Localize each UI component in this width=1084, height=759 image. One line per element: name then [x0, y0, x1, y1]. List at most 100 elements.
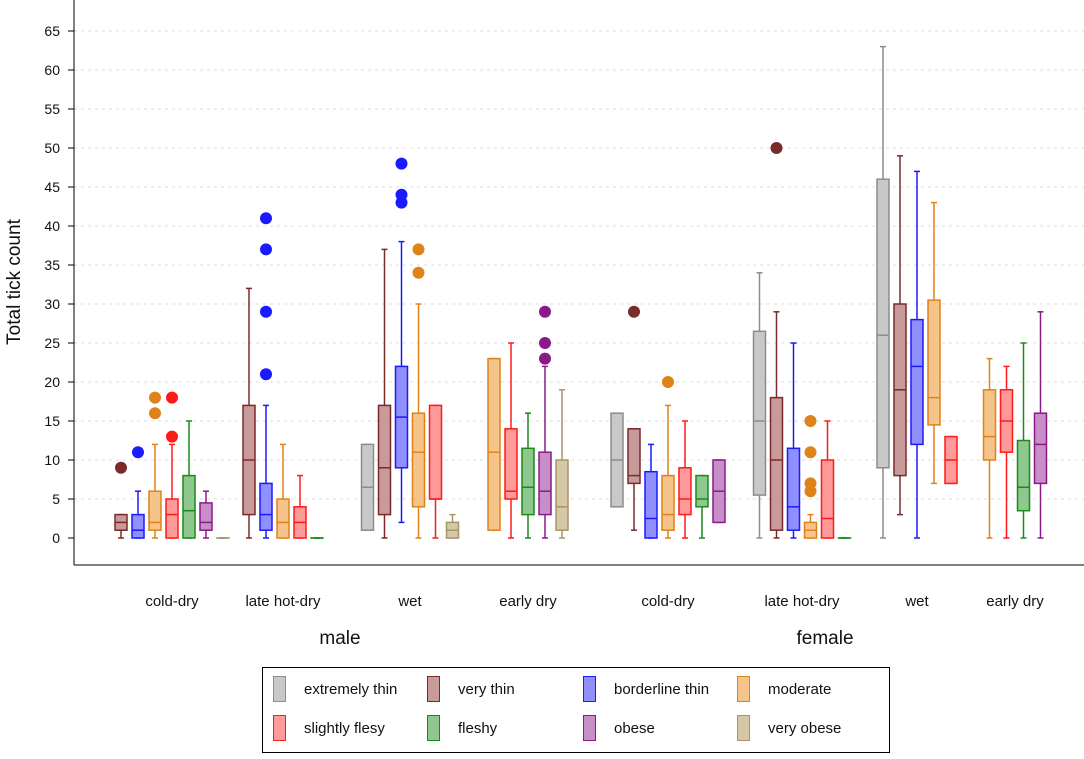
- legend-label: obese: [614, 719, 655, 737]
- outlier-point: [395, 188, 408, 201]
- outlier-point: [166, 391, 178, 404]
- box-iqr: [538, 451, 552, 516]
- box-iqr: [428, 404, 443, 500]
- box-iqr: [276, 498, 290, 539]
- box-female-wet-moderate: [927, 201, 941, 485]
- box-male-wet-extremely-thin: [360, 443, 375, 531]
- ticks: 0 5 10 15 20 25 30 35 40 45 50 55 60 65: [44, 23, 74, 546]
- y-tick-label: 40: [44, 218, 60, 234]
- x-tick-label: early dry: [499, 593, 557, 610]
- outlier-point: [132, 446, 144, 459]
- box-male-early-dry-fleshy: [521, 412, 535, 539]
- outlier-point: [628, 305, 640, 318]
- box-iqr: [377, 404, 392, 516]
- outlier-point: [166, 430, 178, 443]
- x-labels: cold-dry late hot-dry wet early dry male cold…: [145, 593, 1044, 649]
- legend-swatch: [737, 715, 750, 741]
- box-male-cold-dry-moderate: [148, 391, 162, 539]
- box-iqr: [876, 178, 890, 469]
- box-iqr: [259, 482, 273, 531]
- x-tick-label: late hot-dry: [245, 593, 321, 610]
- box-iqr: [131, 513, 145, 539]
- box-male-cold-dry-slightly-flesy: [165, 391, 179, 539]
- legend-swatch: [583, 715, 596, 741]
- box-iqr: [910, 318, 924, 446]
- box-female-cold-dry-obese: [712, 459, 726, 524]
- box-female-early-dry-moderate: [982, 357, 997, 539]
- legend-item-fleshy: fleshy: [427, 715, 498, 741]
- box-female-late-hot-dry-slightly-flesy: [820, 420, 835, 539]
- box-female-early-dry-fleshy: [1016, 342, 1031, 539]
- outlier-point: [260, 243, 272, 256]
- outlier-point: [395, 157, 408, 170]
- axes: Total tick count: [4, 0, 1084, 566]
- box-iqr: [1016, 439, 1031, 512]
- outlier-point: [539, 352, 551, 365]
- legend-item-borderline-thin: borderline thin: [583, 676, 709, 702]
- y-tick-label: 0: [52, 530, 60, 546]
- group-label: female: [796, 628, 853, 649]
- legend-item-extremely-thin: extremely thin: [273, 676, 397, 702]
- legend-label: fleshy: [458, 719, 498, 737]
- box-female-wet-extremely-thin: [876, 45, 890, 539]
- x-tick-label: cold-dry: [145, 593, 199, 610]
- outlier-point: [662, 376, 674, 388]
- x-tick-label: wet: [397, 593, 422, 610]
- box-iqr: [182, 474, 196, 539]
- outlier-point: [412, 243, 425, 256]
- y-tick-label: 10: [44, 452, 60, 468]
- y-tick-label: 65: [44, 23, 60, 39]
- box-male-late-hot-dry-borderline-thin: [259, 212, 273, 539]
- box-iqr: [504, 428, 518, 500]
- legend-swatch: [273, 676, 286, 702]
- box-iqr: [487, 357, 501, 531]
- box-male-wet-very-obese: [445, 513, 460, 539]
- y-tick-label: 50: [44, 140, 60, 156]
- box-female-cold-dry-very-thin: [627, 305, 641, 531]
- outlier-point: [260, 305, 272, 318]
- y-tick-label: 60: [44, 62, 60, 78]
- box-iqr: [1033, 412, 1048, 485]
- box-male-cold-dry-very-thin: [114, 461, 128, 539]
- box-female-wet-slightly-flesy: [944, 435, 958, 485]
- box-iqr: [555, 459, 569, 531]
- box-female-cold-dry-moderate: [661, 376, 675, 539]
- box-male-early-dry-moderate: [487, 357, 501, 531]
- outlier-point: [539, 337, 551, 349]
- box-male-early-dry-very-obese: [555, 389, 569, 539]
- x-tick-label: cold-dry: [641, 593, 695, 610]
- box-iqr: [982, 389, 997, 461]
- y-tick-label: 25: [44, 335, 60, 351]
- outlier-point: [260, 368, 272, 381]
- box-male-wet-slightly-flesy: [428, 404, 443, 539]
- box-iqr: [148, 490, 162, 531]
- outlier-point: [149, 391, 161, 404]
- box-female-cold-dry-borderline-thin: [644, 443, 658, 539]
- legend-item-very-obese: very obese: [737, 715, 841, 741]
- x-tick-label: wet: [904, 593, 929, 610]
- legend-swatch: [427, 715, 440, 741]
- outlier-point: [804, 446, 817, 459]
- box-male-early-dry-slightly-flesy: [504, 342, 518, 539]
- box-female-wet-very-thin: [893, 155, 907, 516]
- legend-item-slightly-flesy: slightly flesy: [273, 715, 385, 741]
- box-iqr: [644, 470, 658, 539]
- box-female-wet-borderline-thin: [910, 170, 924, 539]
- box-female-late-hot-dry-borderline-thin: [786, 342, 801, 539]
- box-iqr: [678, 467, 692, 516]
- outlier-point: [260, 212, 272, 225]
- legend-swatch: [427, 676, 440, 702]
- box-female-cold-dry-extremely-thin: [610, 412, 624, 508]
- y-tick-label: 35: [44, 257, 60, 273]
- box-male-wet-moderate: [411, 243, 426, 539]
- y-tick-label: 20: [44, 374, 60, 390]
- box-female-late-hot-dry-moderate: [803, 415, 818, 539]
- box-iqr: [661, 474, 675, 531]
- box-iqr: [786, 447, 801, 531]
- box-iqr: [695, 474, 709, 508]
- legend-item-obese: obese: [583, 715, 655, 741]
- box-iqr: [521, 447, 535, 516]
- box-female-late-hot-dry-very-thin: [769, 142, 784, 539]
- box-female-early-dry-slightly-flesy: [999, 365, 1014, 539]
